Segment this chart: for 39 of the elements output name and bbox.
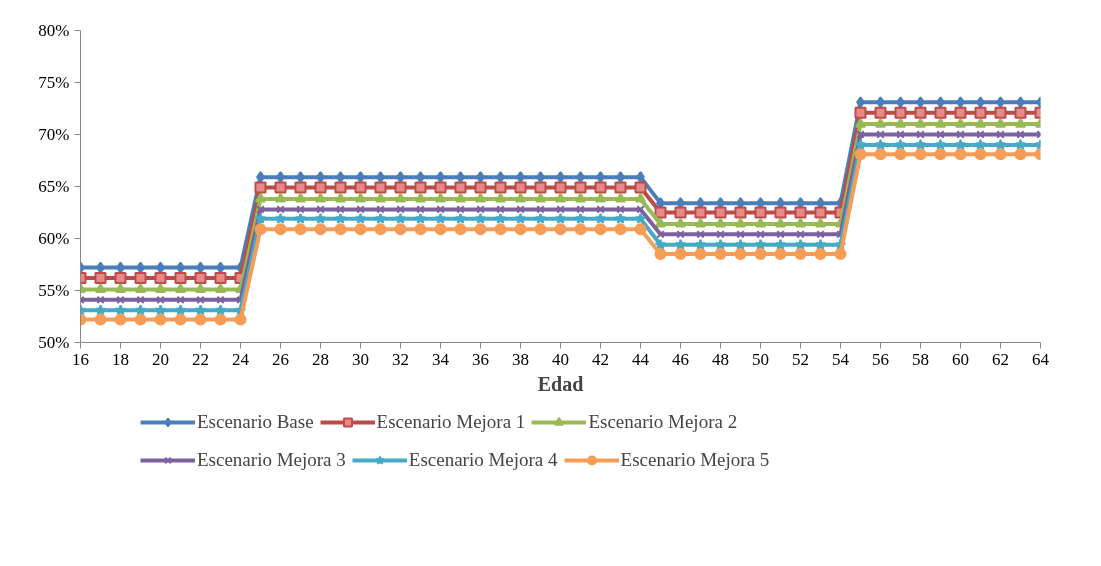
x-tick-label: 58 [912,349,929,369]
x-tick-label: 28 [312,349,329,369]
x-tick-label: 24 [232,349,250,369]
legend-label: Escenario Mejora 1 [376,411,526,433]
x-tick-label: 52 [792,349,809,369]
x-tick-label: 40 [552,349,569,369]
x-tick-label: 32 [392,349,409,369]
legend-label: Escenario Mejora 3 [197,449,346,471]
x-tick-label: 56 [872,349,889,369]
x-tick-label: 18 [112,349,129,369]
x-tick-label: 36 [472,349,489,369]
x-tick-label: 64 [1032,349,1050,369]
legend-label: Escenario Mejora 2 [588,411,738,433]
x-tick-label: 46 [672,349,689,369]
x-tick-label: 22 [192,349,209,369]
y-tick-label: 50% [38,333,70,352]
y-tick-label: 75% [38,73,70,92]
x-tick-label: 26 [272,349,289,369]
x-tick-label: 48 [712,349,729,369]
y-tick-label: 65% [38,177,70,196]
x-tick-label: 62 [992,349,1009,369]
y-tick-label: 80% [38,21,70,40]
x-axis-title: Edad [537,372,584,395]
x-tick-label: 44 [632,349,650,369]
x-tick-label: 54 [832,349,850,369]
x-tick-label: 34 [432,349,450,369]
x-tick-label: 50 [752,349,769,369]
y-tick-label: 60% [38,229,70,248]
x-tick-label: 42 [592,349,609,369]
x-tick-label: 60 [952,349,969,369]
legend-label: Escenario Base [197,411,314,433]
y-tick-label: 70% [38,125,70,144]
x-tick-label: 38 [512,349,529,369]
y-tick-label: 55% [38,281,70,300]
legend-label: Escenario Mejora 5 [620,449,770,471]
legend-label: Escenario Mejora 4 [408,449,558,471]
x-tick-label: 16 [72,349,89,369]
x-tick-label: 30 [352,349,369,369]
x-tick-label: 20 [152,349,169,369]
